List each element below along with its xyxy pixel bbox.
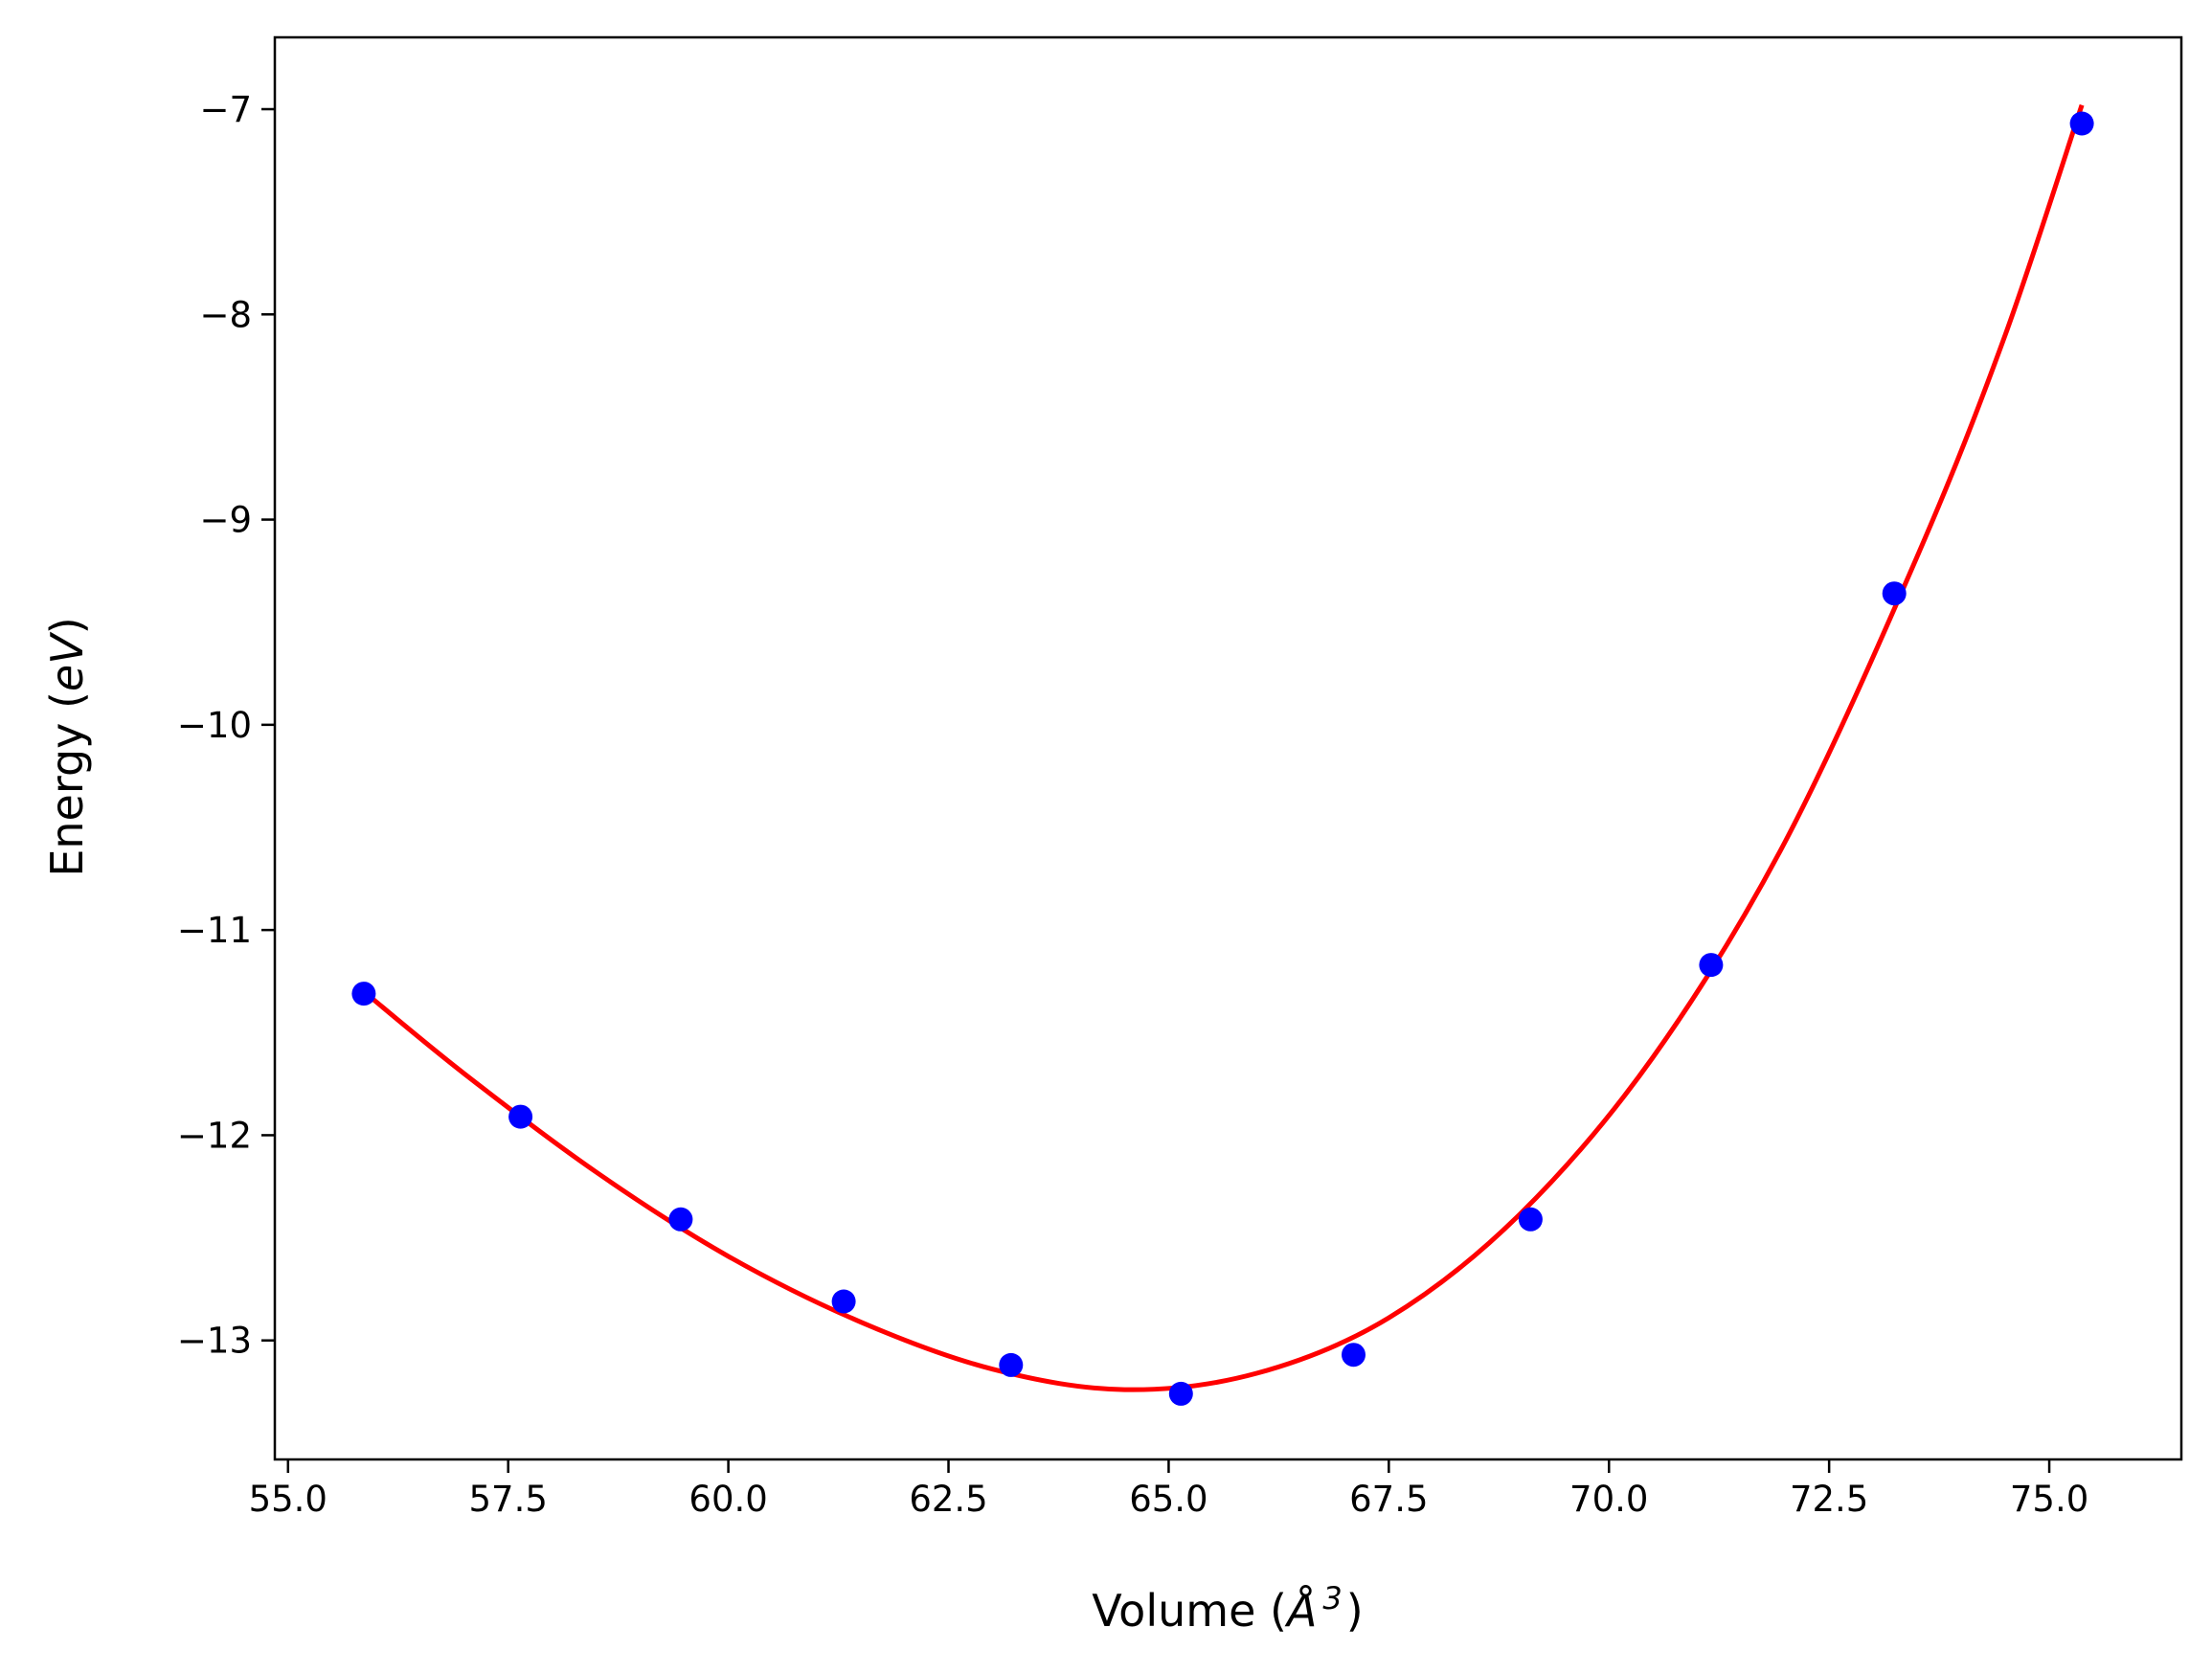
plot-area: [275, 37, 2181, 1459]
y-axis-label-unit: eV: [41, 631, 93, 691]
x-tick-label: 60.0: [688, 1479, 767, 1520]
fit-curve-layer: [362, 103, 2085, 1392]
x-axis-label-suffix: ): [1346, 1585, 1364, 1637]
x-tick-label: 72.5: [1790, 1479, 1868, 1520]
y-tick-label: −10: [177, 705, 252, 746]
data-point: [1342, 1343, 1366, 1368]
data-points-layer: [351, 111, 2094, 1406]
y-axis-label: Energy (eV): [41, 617, 93, 876]
y-tick-label: −7: [199, 89, 252, 130]
y-tick-label: −13: [177, 1321, 252, 1362]
y-tick-label: −8: [199, 294, 252, 335]
data-point: [1699, 953, 1724, 978]
data-point: [508, 1104, 533, 1129]
x-axis-label: Volume (Å 3): [1092, 1580, 1363, 1637]
x-axis-label-unit: Å: [1284, 1585, 1317, 1637]
x-tick-label: 70.0: [1569, 1479, 1648, 1520]
y-axis-label-suffix: ): [41, 617, 93, 634]
plot-frame: [273, 35, 2183, 1461]
data-point: [1168, 1381, 1193, 1406]
x-tick-label: 57.5: [469, 1479, 548, 1520]
y-axis-ticks: −7 −8 −9 −10 −11 −12 −13: [177, 89, 275, 1362]
data-point: [351, 982, 376, 1006]
x-tick-label: 75.0: [2010, 1479, 2088, 1520]
x-tick-label: 55.0: [249, 1479, 327, 1520]
y-tick-label: −12: [177, 1115, 252, 1156]
data-point: [2069, 111, 2094, 136]
y-tick-label: −11: [177, 910, 252, 951]
x-axis-ticks: 55.0 57.5 60.0 62.5 65.0 67.5 70.0 72.5 75.0: [249, 1459, 2088, 1520]
data-point: [831, 1289, 856, 1314]
fit-curve: [362, 103, 2085, 1392]
data-point: [668, 1207, 693, 1232]
x-axis-label-prefix: Volume (: [1092, 1585, 1287, 1637]
data-point: [1518, 1207, 1543, 1232]
data-point: [1882, 581, 1907, 606]
y-tick-label: −9: [199, 500, 252, 541]
x-tick-label: 65.0: [1129, 1479, 1208, 1520]
x-tick-label: 67.5: [1349, 1479, 1428, 1520]
y-axis-label-prefix: Energy (: [41, 691, 93, 877]
x-axis-label-exponent: 3: [1322, 1580, 1342, 1616]
x-tick-label: 62.5: [909, 1479, 987, 1520]
data-point: [999, 1352, 1024, 1377]
